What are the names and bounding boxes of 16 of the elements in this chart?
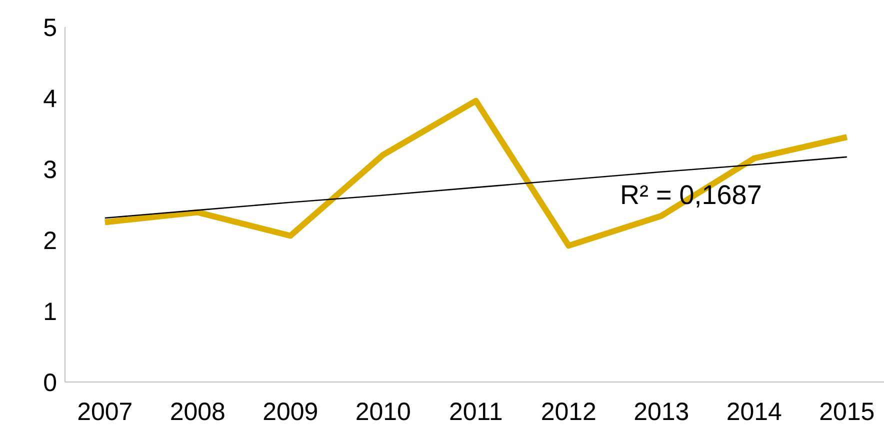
x-tick-label: 2008: [170, 398, 226, 426]
x-tick-label: 2007: [77, 398, 133, 426]
line-series: [104, 156, 848, 219]
y-tick-label: 3: [43, 156, 57, 184]
y-tick-label: 2: [43, 226, 57, 255]
x-tick-label: 2012: [540, 398, 596, 426]
y-tick-label: 5: [43, 14, 57, 42]
y-tick-label: 1: [43, 298, 57, 326]
x-tick-label: 2013: [634, 398, 690, 426]
x-tick-label: 2010: [355, 398, 411, 426]
x-tick-label: 2015: [819, 398, 875, 426]
x-tick-label: 2009: [262, 398, 318, 426]
y-tick-label: 0: [43, 368, 57, 397]
x-tick-label: 2011: [449, 398, 503, 426]
y-tick-label: 4: [43, 84, 58, 113]
x-tick-label: 2014: [726, 398, 782, 426]
